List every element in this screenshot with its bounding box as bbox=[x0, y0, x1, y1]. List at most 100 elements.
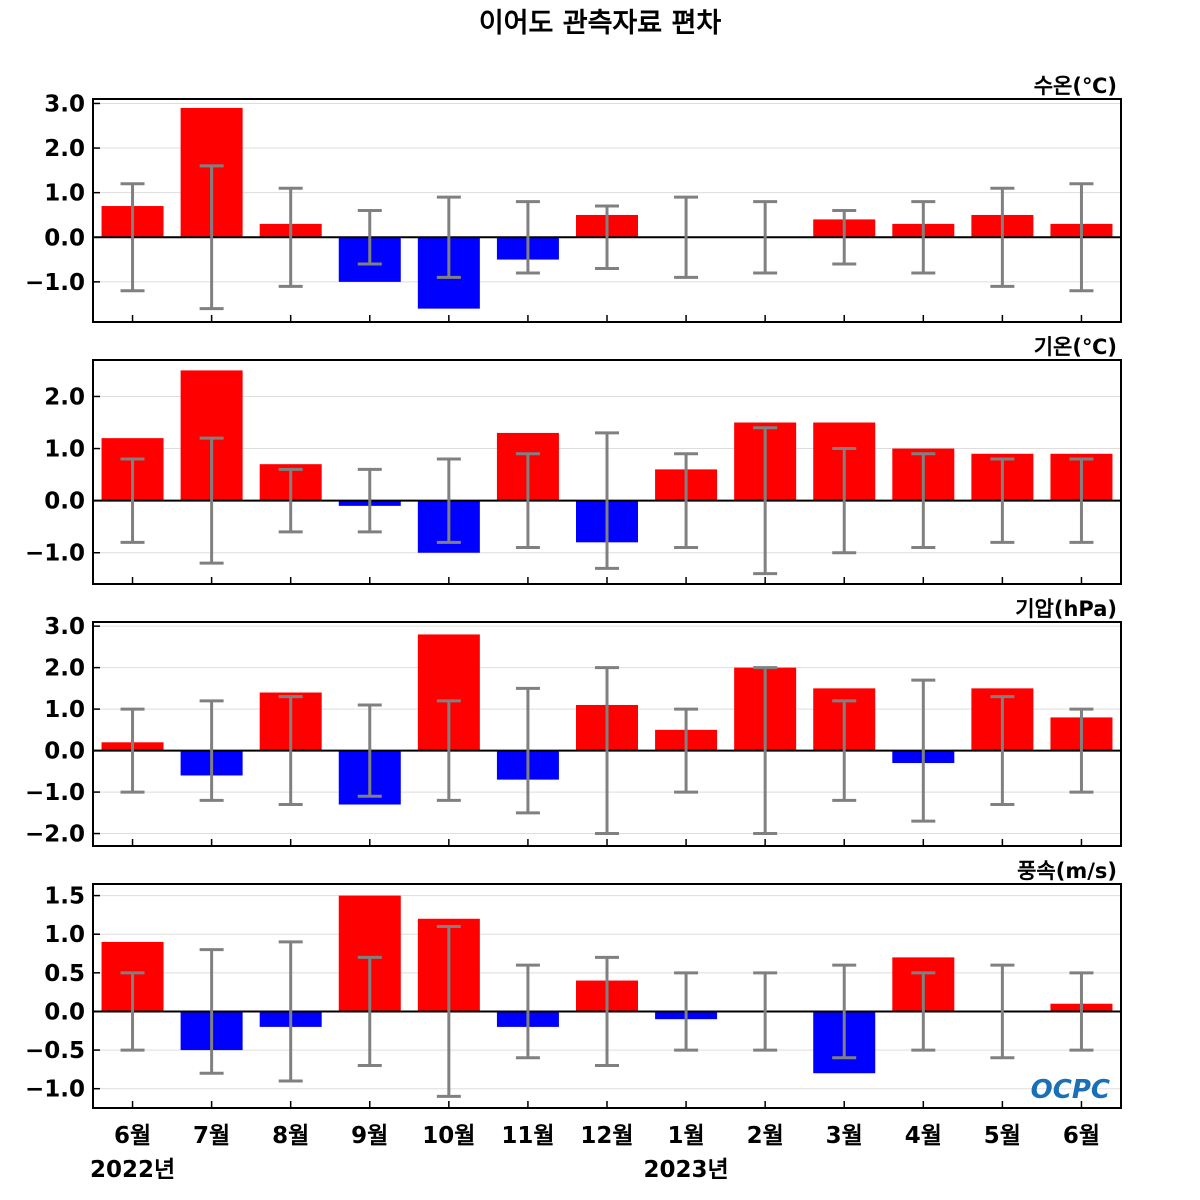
y-tick-label: 0.0 bbox=[44, 225, 85, 251]
error-bar-1-2 bbox=[199, 164, 224, 311]
error-bar-3-1 bbox=[120, 707, 145, 794]
y-tick-label: 2.0 bbox=[44, 656, 85, 682]
x-tick-label-13: 6월 bbox=[1063, 1123, 1100, 1149]
y-tick-label: 3.0 bbox=[44, 91, 85, 117]
error-bar-2-7 bbox=[595, 431, 619, 570]
x-tick-label-12: 5월 bbox=[984, 1123, 1021, 1149]
error-bar-2-6 bbox=[515, 452, 540, 550]
error-bar-1-5 bbox=[436, 195, 461, 279]
y-tick-label: 0.0 bbox=[44, 999, 85, 1025]
error-bar-4-6 bbox=[515, 963, 540, 1060]
error-bar-2-8 bbox=[674, 452, 699, 550]
error-bar-1-9 bbox=[753, 200, 778, 275]
x-tick-label-10: 3월 bbox=[826, 1123, 863, 1149]
y-tick-label: 2.0 bbox=[44, 384, 85, 410]
plot-frame bbox=[92, 621, 1122, 847]
x-tick-label-5: 10월 bbox=[422, 1123, 475, 1149]
error-bar-4-13 bbox=[1069, 971, 1094, 1052]
error-bar-1-7 bbox=[595, 204, 619, 270]
x-tick-label-11: 4월 bbox=[905, 1123, 942, 1149]
error-bar-3-9 bbox=[753, 666, 778, 836]
error-bar-3-5 bbox=[436, 699, 461, 802]
y-tick-label: 0.0 bbox=[44, 739, 85, 765]
error-bar-3-13 bbox=[1069, 707, 1094, 794]
error-bar-1-12 bbox=[990, 186, 1015, 288]
error-bar-4-12 bbox=[990, 963, 1015, 1060]
y-tick-label: 1.0 bbox=[44, 922, 85, 948]
error-bar-2-1 bbox=[120, 457, 145, 544]
y-tick-label: 0.5 bbox=[44, 961, 85, 987]
error-bar-3-12 bbox=[990, 695, 1015, 807]
x-tick-label-9: 2월 bbox=[747, 1123, 784, 1149]
error-bar-1-10 bbox=[832, 209, 857, 266]
error-bar-2-13 bbox=[1069, 457, 1094, 544]
y-tick-label: 2.0 bbox=[44, 136, 85, 162]
error-bar-4-3 bbox=[278, 940, 303, 1083]
error-bar-4-1 bbox=[120, 971, 145, 1052]
error-bar-2-3 bbox=[278, 467, 303, 534]
error-bar-1-8 bbox=[674, 195, 699, 279]
error-bar-1-13 bbox=[1069, 182, 1094, 293]
error-bar-4-11 bbox=[911, 971, 936, 1052]
error-bar-2-2 bbox=[199, 436, 224, 565]
x-axis: 6월 7월 8월 9월 10월 11월 12월 1월 2월 3월 4월 5월 6월 2022년 2023년 bbox=[90, 1123, 1100, 1183]
error-bar-1-3 bbox=[278, 186, 303, 288]
panel-2: 기온(℃) −1.0 0.0 1.0 2.0 bbox=[25, 335, 1122, 585]
error-bar-2-9 bbox=[753, 426, 778, 576]
y-tick-label: 1.0 bbox=[44, 181, 85, 207]
plot-frame bbox=[92, 883, 1122, 1109]
panel-3: 기압(hPa) −2.0 −1.0 0.0 1.0 2.0 3.0 bbox=[25, 597, 1122, 848]
error-bar-3-7 bbox=[595, 666, 619, 836]
year-label-2: 2023년 bbox=[643, 1157, 728, 1183]
error-bar-4-2 bbox=[199, 948, 224, 1075]
y-tick-label: −0.5 bbox=[25, 1038, 85, 1064]
panel-label: 수온(℃) bbox=[1034, 74, 1117, 98]
error-bar-3-11 bbox=[911, 678, 936, 823]
error-bar-1-1 bbox=[120, 182, 145, 293]
y-tick-label: −1.0 bbox=[25, 270, 85, 296]
plot-frame bbox=[92, 98, 1122, 323]
x-tick-label-4: 9월 bbox=[351, 1123, 388, 1149]
chart-title: 이어도 관측자료 편차 bbox=[479, 8, 722, 39]
panel-1: 수온(℃) −1.0 0.0 1.0 2.0 3.0 bbox=[25, 74, 1122, 323]
error-bar-4-9 bbox=[753, 971, 778, 1052]
panels: 수온(℃)−1.00.01.02.03.0기온(℃)−1.00.01.02.0기… bbox=[25, 74, 1122, 1109]
error-bar-4-7 bbox=[595, 955, 619, 1068]
error-bar-3-6 bbox=[515, 686, 540, 815]
error-bar-3-4 bbox=[357, 703, 382, 798]
error-bar-2-5 bbox=[436, 457, 461, 544]
y-tick-label: 0.0 bbox=[44, 489, 85, 515]
error-bar-1-6 bbox=[515, 200, 540, 275]
error-bar-2-10 bbox=[832, 447, 857, 555]
panel-label: 풍속(m/s) bbox=[1017, 859, 1117, 883]
x-tick-label-1: 6월 bbox=[114, 1123, 151, 1149]
error-bar-2-12 bbox=[990, 457, 1015, 544]
error-bar-2-4 bbox=[357, 467, 382, 534]
y-tick-label: 1.5 bbox=[44, 884, 85, 910]
y-tick-label: −1.0 bbox=[25, 1077, 85, 1103]
panel-4: 풍속(m/s) −1.0 −0.5 0.0 0.5 1.0 1.5 bbox=[25, 859, 1122, 1109]
y-tick-label: −1.0 bbox=[25, 541, 85, 567]
year-label-1: 2022년 bbox=[90, 1157, 175, 1183]
x-tick-label-8: 1월 bbox=[667, 1123, 704, 1149]
error-bar-3-2 bbox=[199, 699, 224, 802]
error-bar-2-11 bbox=[911, 452, 936, 550]
panel-label: 기온(℃) bbox=[1034, 335, 1117, 359]
x-tick-label-2: 7월 bbox=[193, 1123, 230, 1149]
y-tick-label: 1.0 bbox=[44, 437, 85, 463]
error-bar-4-4 bbox=[357, 955, 382, 1068]
y-tick-label: 1.0 bbox=[44, 697, 85, 723]
panel-label: 기압(hPa) bbox=[1015, 597, 1117, 621]
error-bar-1-4 bbox=[357, 209, 382, 266]
error-bar-1-11 bbox=[911, 200, 936, 275]
y-tick-label: −1.0 bbox=[25, 780, 85, 806]
error-bar-3-3 bbox=[278, 695, 303, 807]
error-bar-4-10 bbox=[832, 963, 857, 1060]
x-tick-label-7: 12월 bbox=[580, 1123, 633, 1149]
x-tick-label-3: 8월 bbox=[272, 1123, 309, 1149]
y-tick-label: −2.0 bbox=[25, 822, 85, 848]
plot-frame bbox=[92, 359, 1122, 585]
error-bar-3-10 bbox=[832, 699, 857, 802]
error-bar-4-5 bbox=[436, 924, 461, 1098]
